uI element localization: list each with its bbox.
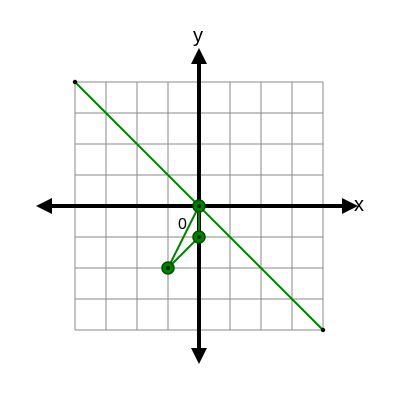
path-segment	[167, 205, 200, 269]
x-axis-label: x	[354, 194, 364, 216]
x-axis-left-arrow	[36, 198, 52, 214]
line-endpoint	[320, 327, 326, 333]
y-axis-bottom-arrow	[191, 348, 207, 364]
path-point-center	[166, 266, 170, 270]
path-segment	[167, 236, 200, 269]
path-point-center	[197, 204, 201, 208]
origin-label: 0	[178, 216, 187, 233]
path-point-center	[197, 235, 201, 239]
y-axis-top-arrow	[191, 48, 207, 64]
plot-layer	[72, 79, 326, 333]
x-axis-right-arrow	[342, 198, 358, 214]
line-endpoint	[72, 79, 78, 85]
y-axis-label: y	[193, 25, 203, 47]
